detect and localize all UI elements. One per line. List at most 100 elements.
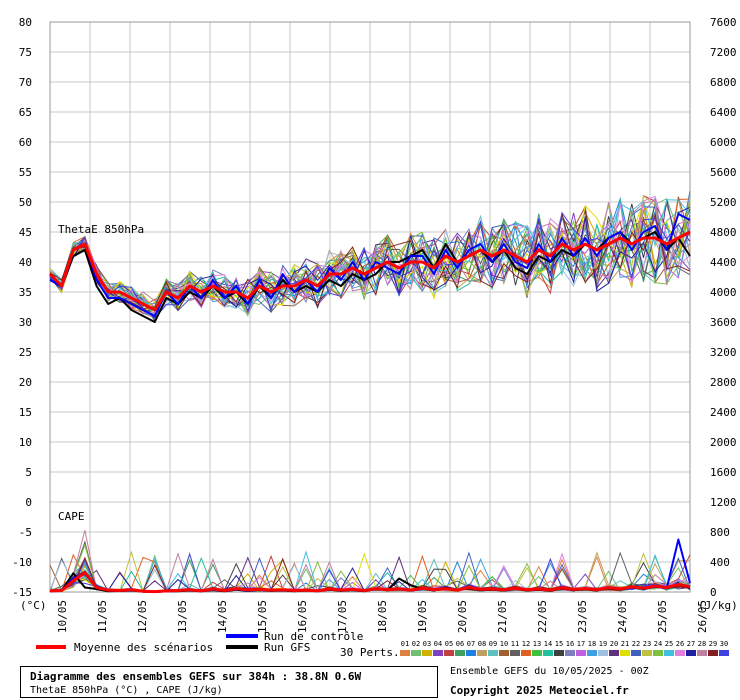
legend-pert-number: 03 [423,640,431,648]
copyright: Copyright 2025 Meteociel.fr [450,684,629,697]
date-label: 16/05 [296,600,309,633]
left-tick-label: 80 [19,16,32,29]
mean-cape-line [49,571,691,594]
legend-pert-swatch [719,650,729,656]
date-label: 25/05 [656,600,669,633]
left-tick-label: 70 [19,76,32,89]
legend-pert-number: 13 [533,640,541,648]
thetae-panel-label: ThetaE 850hPa [58,223,144,236]
left-tick-label: 55 [19,166,32,179]
left-tick-label: 35 [19,286,32,299]
legend-pert-number: 04 [434,640,442,648]
legend-pert-swatch [499,650,509,656]
date-label: 20/05 [456,600,469,633]
legend-pert-swatch [587,650,597,656]
right-tick-label: 6400 [710,106,737,119]
legend-pert-number: 01 [401,640,409,648]
legend-pert-swatch [653,650,663,656]
legend-pert-swatch [411,650,421,656]
left-tick-label: 40 [19,256,32,269]
legend-pert-swatch [444,650,454,656]
right-axis-unit: (J/kg) [698,599,738,612]
date-label: 15/05 [256,600,269,633]
right-tick-label: 1200 [710,496,737,509]
right-tick-label: 2400 [710,406,737,419]
date-label: 21/05 [496,600,509,633]
right-tick-label: 4800 [710,226,737,239]
legend-pert-swatch [565,650,575,656]
legend-pert-swatch [631,650,641,656]
legend-pert-number: 22 [632,640,640,648]
legend-mean-label: Moyenne des scénarios [74,641,213,654]
legend-pert-swatch [488,650,498,656]
legend-pert-swatch [455,650,465,656]
cape-panel-label: CAPE [58,510,85,523]
right-tick-label: 4000 [710,286,737,299]
left-tick-label: -15 [12,586,32,599]
legend-pert-number: 20 [610,640,618,648]
legend-pert-swatch [510,650,520,656]
left-tick-label: -5 [19,526,32,539]
legend-pert-number: 02 [412,640,420,648]
legend-perts-label: 30 Perts. [340,646,400,659]
date-label: 14/05 [216,600,229,633]
diagram-title: Diagramme des ensembles GEFS sur 384h : … [30,670,362,683]
legend-pert-number: 15 [555,640,563,648]
legend-pert-swatch [697,650,707,656]
right-tick-label: 5600 [710,166,737,179]
date-label: 10/05 [56,600,69,633]
legend-pert-swatch [620,650,630,656]
legend-control-label: Run de contrôle [264,630,363,643]
ensemble-date: Ensemble GEFS du 10/05/2025 - 00Z [450,666,649,677]
legend-pert-swatch [422,650,432,656]
legend: Moyenne des scénarios Run de contrôleRun … [36,630,729,659]
left-tick-label: 20 [19,376,32,389]
right-tick-label: 800 [710,526,730,539]
legend-pert-number: 10 [500,640,508,648]
legend-pert-number: 21 [621,640,629,648]
legend-pert-swatch [664,650,674,656]
legend-pert-number: 28 [698,640,706,648]
legend-pert-swatch [466,650,476,656]
legend-pert-number: 11 [511,640,519,648]
date-label: 13/05 [176,600,189,633]
legend-pert-swatch [433,650,443,656]
left-tick-label: 30 [19,316,32,329]
right-tick-label: 5200 [710,196,737,209]
pert-thetae-line [49,213,691,311]
main-series [48,213,691,594]
date-label: 26/05 [696,600,709,633]
right-tick-label: 3200 [710,346,737,359]
date-label: 24/05 [616,600,629,633]
legend-pert-swatch [400,650,410,656]
date-label: 18/05 [376,600,389,633]
legend-pert-number: 14 [544,640,552,648]
right-tick-label: 3600 [710,316,737,329]
legend-pert-number: 18 [588,640,596,648]
legend-pert-swatch [675,650,685,656]
right-tick-label: 7600 [710,16,737,29]
legend-pert-swatch [532,650,542,656]
left-tick-label: 10 [19,436,32,449]
legend-pert-number: 30 [720,640,728,648]
info-box: Diagramme des ensembles GEFS sur 384h : … [20,666,438,698]
date-label: 23/05 [576,600,589,633]
legend-pert-swatch [543,650,553,656]
left-tick-label: 25 [19,346,32,359]
legend-pert-number: 24 [654,640,662,648]
mean-thetae-line [48,230,691,312]
left-tick-label: 15 [19,406,32,419]
legend-pert-number: 07 [467,640,475,648]
legend-pert-number: 26 [676,640,684,648]
legend-pert-number: 19 [599,640,607,648]
left-tick-label: 0 [25,496,32,509]
legend-pert-swatch [686,650,696,656]
grid-lines [49,21,691,593]
legend-pert-swatch [642,650,652,656]
right-tick-label: 6000 [710,136,737,149]
right-tick-label: 7200 [710,46,737,59]
left-tick-label: 45 [19,226,32,239]
diagram-subtitle: ThetaE 850hPa (°C) , CAPE (J/kg) [30,685,223,696]
